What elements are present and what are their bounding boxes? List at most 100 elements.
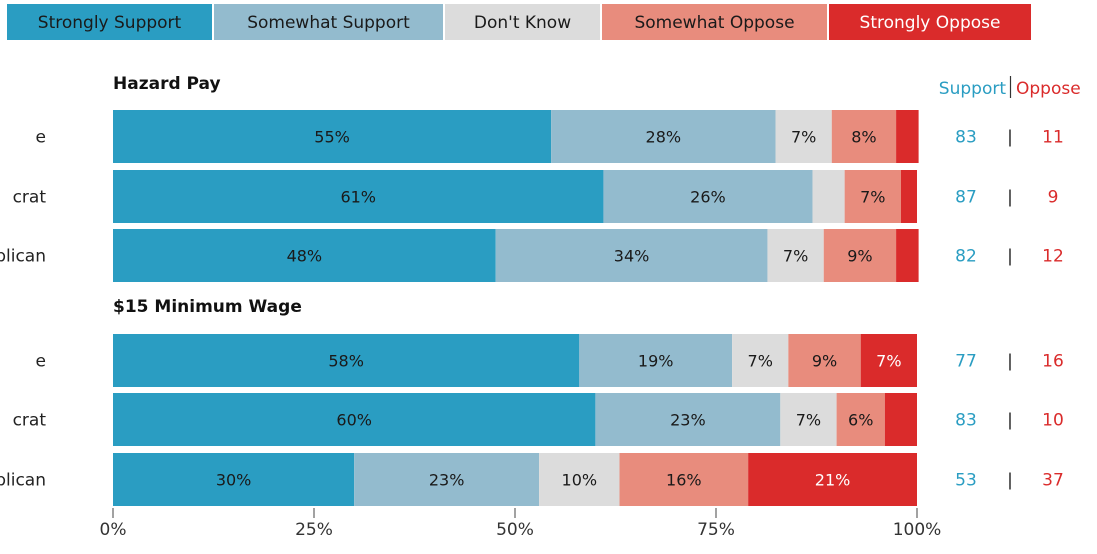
bar-value-label: 23%	[429, 471, 465, 490]
x-tick-label: 100%	[893, 520, 942, 540]
legend-swatch	[445, 4, 600, 40]
bar-segment	[595, 393, 781, 446]
bar-segment	[836, 393, 885, 446]
oppose-header: Oppose	[1016, 79, 1081, 99]
bar-value-label: 16%	[666, 471, 702, 490]
bar-value-label: 9%	[812, 352, 837, 371]
bar-segment	[900, 170, 917, 223]
bar-value-label: 21%	[815, 471, 851, 490]
row-label: e	[36, 352, 46, 372]
legend-label: Somewhat Support	[247, 13, 410, 33]
bar-segment	[113, 453, 355, 506]
bar-segment	[831, 110, 897, 163]
legend-swatch	[602, 4, 827, 40]
oppose-total: 16	[1042, 352, 1064, 372]
bar-segment	[113, 229, 496, 282]
row-label: crat	[13, 188, 47, 208]
bar-segment	[823, 229, 897, 282]
bar-segment	[354, 453, 540, 506]
bar-value-label: 28%	[646, 128, 682, 147]
support-total: 83	[955, 128, 977, 148]
group-title: Hazard Pay	[113, 74, 221, 94]
support-total: 53	[955, 471, 977, 491]
x-tick-label: 25%	[295, 520, 333, 540]
bar-value-label: 34%	[614, 247, 650, 266]
row-label: blican	[0, 247, 46, 267]
bar-value-label: 48%	[287, 247, 323, 266]
oppose-total: 37	[1042, 471, 1064, 491]
x-tick-label: 75%	[697, 520, 735, 540]
bar-segment	[619, 453, 749, 506]
bar-segment	[775, 110, 832, 163]
legend-label: Strongly Support	[38, 13, 182, 33]
bar-segment	[860, 334, 917, 387]
bar-value-label: 58%	[328, 352, 364, 371]
row-label: e	[36, 128, 46, 148]
bar-segment	[884, 393, 917, 446]
bar-value-label: 7%	[796, 411, 821, 430]
support-total: 77	[955, 352, 977, 372]
bar-segment	[780, 393, 837, 446]
row-label: crat	[13, 411, 47, 431]
bar-value-label: 7%	[783, 247, 808, 266]
legend-swatch	[829, 4, 1031, 40]
bar-value-label: 55%	[314, 128, 350, 147]
summary-separator: |	[1007, 411, 1013, 431]
bar-value-label: 7%	[876, 352, 901, 371]
bar-segment	[113, 393, 596, 446]
bar-value-label: 9%	[847, 247, 872, 266]
bar-value-label: 30%	[216, 471, 252, 490]
support-header: Support	[939, 79, 1007, 99]
bar-value-label: 26%	[690, 188, 726, 207]
oppose-total: 9	[1048, 188, 1059, 208]
x-tick-label: 50%	[496, 520, 534, 540]
legend-swatch	[7, 4, 212, 40]
support-total: 82	[955, 247, 977, 267]
summary-separator: |	[1007, 188, 1013, 208]
bar-segment	[844, 170, 901, 223]
legend-label: Strongly Oppose	[860, 13, 1001, 33]
bar-segment	[896, 229, 919, 282]
bar-value-label: 10%	[562, 471, 598, 490]
bar-value-label: 61%	[340, 188, 376, 207]
bar-segment	[603, 170, 813, 223]
support-total: 87	[955, 188, 977, 208]
bar-segment	[748, 453, 917, 506]
legend-label: Don't Know	[474, 13, 571, 33]
bar-value-label: 8%	[851, 128, 876, 147]
bar-value-label: 19%	[638, 352, 674, 371]
bar-segment	[732, 334, 789, 387]
group-title: $15 Minimum Wage	[113, 297, 302, 317]
bar-segment	[551, 110, 776, 163]
bar-segment	[495, 229, 768, 282]
row-label: blican	[0, 471, 46, 491]
bar-segment	[113, 334, 580, 387]
support-total: 83	[955, 411, 977, 431]
summary-separator: |	[1007, 247, 1013, 267]
x-tick-label: 0%	[100, 520, 127, 540]
bar-segment	[896, 110, 919, 163]
oppose-total: 11	[1042, 128, 1064, 148]
summary-separator: |	[1007, 471, 1013, 491]
bar-segment	[113, 170, 604, 223]
bar-value-label: 23%	[670, 411, 706, 430]
bar-value-label: 7%	[791, 128, 816, 147]
summary-separator: |	[1007, 352, 1013, 372]
bar-segment	[788, 334, 861, 387]
summary-separator: |	[1007, 128, 1013, 148]
bar-value-label: 7%	[748, 352, 773, 371]
bar-segment	[113, 110, 552, 163]
oppose-total: 10	[1042, 411, 1064, 431]
bar-value-label: 60%	[336, 411, 372, 430]
legend-swatch	[214, 4, 443, 40]
oppose-total: 12	[1042, 247, 1064, 267]
bar-segment	[812, 170, 845, 223]
bar-value-label: 7%	[860, 188, 885, 207]
legend-label: Somewhat Oppose	[634, 13, 794, 33]
bar-value-label: 6%	[848, 411, 873, 430]
bar-segment	[579, 334, 733, 387]
bar-segment	[767, 229, 824, 282]
bar-segment	[539, 453, 620, 506]
